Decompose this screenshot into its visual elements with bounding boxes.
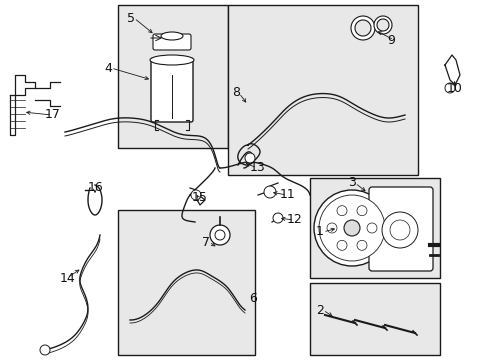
Text: 3: 3 <box>347 176 355 189</box>
FancyBboxPatch shape <box>151 58 193 122</box>
Circle shape <box>356 240 366 250</box>
Text: 7: 7 <box>202 235 209 248</box>
Text: 4: 4 <box>104 62 112 75</box>
Text: 12: 12 <box>286 213 302 226</box>
Circle shape <box>272 213 283 223</box>
Circle shape <box>313 190 389 266</box>
Text: 16: 16 <box>88 181 103 194</box>
Circle shape <box>215 230 224 240</box>
Circle shape <box>381 212 417 248</box>
Circle shape <box>191 190 201 200</box>
Text: 8: 8 <box>231 86 240 99</box>
Circle shape <box>209 225 229 245</box>
Ellipse shape <box>161 32 183 40</box>
Bar <box>227 5 417 175</box>
Text: 2: 2 <box>315 303 323 316</box>
Circle shape <box>244 153 254 163</box>
Text: 6: 6 <box>248 292 256 305</box>
Bar <box>118 210 254 355</box>
Bar <box>309 283 439 355</box>
Circle shape <box>336 206 346 216</box>
Circle shape <box>356 206 366 216</box>
Circle shape <box>318 195 384 261</box>
Circle shape <box>336 240 346 250</box>
Circle shape <box>264 186 275 198</box>
Circle shape <box>366 223 376 233</box>
FancyBboxPatch shape <box>153 34 191 50</box>
Text: 1: 1 <box>315 225 323 238</box>
Text: 17: 17 <box>45 108 61 121</box>
Text: 13: 13 <box>249 162 265 175</box>
Circle shape <box>40 345 50 355</box>
Text: 5: 5 <box>127 12 135 24</box>
Text: 15: 15 <box>192 192 207 204</box>
Circle shape <box>444 83 454 93</box>
Bar <box>118 5 227 148</box>
FancyBboxPatch shape <box>368 187 432 271</box>
Circle shape <box>326 223 336 233</box>
Text: 10: 10 <box>446 81 462 94</box>
Text: 9: 9 <box>386 33 394 46</box>
Circle shape <box>389 220 409 240</box>
Circle shape <box>343 220 359 236</box>
Text: 14: 14 <box>60 271 76 284</box>
Ellipse shape <box>150 55 194 65</box>
Bar <box>309 178 439 278</box>
Text: 11: 11 <box>280 189 295 202</box>
